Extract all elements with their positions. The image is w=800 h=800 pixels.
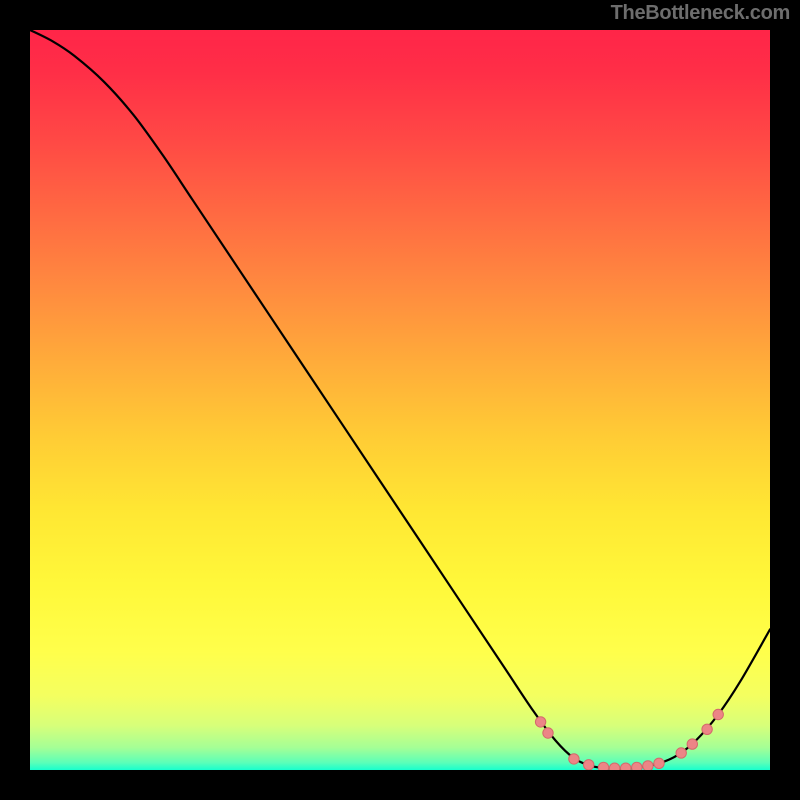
curve-marker [632,762,642,770]
curve-marker [654,758,664,768]
curve-marker [535,717,545,727]
attribution-text: TheBottleneck.com [611,2,790,25]
plot-area [30,30,770,770]
curve-marker [621,763,631,770]
curve-marker [687,739,697,749]
curve-marker [543,728,553,738]
bottleneck-curve [30,30,770,769]
curve-marker [609,763,619,770]
curve-marker [569,754,579,764]
marker-group [535,709,723,770]
curve-marker [643,761,653,770]
curve-marker [598,762,608,770]
chart-container: TheBottleneck.com [0,0,800,800]
curve-marker [702,724,712,734]
curve-marker [713,709,723,719]
curve-layer [30,30,770,770]
curve-marker [676,748,686,758]
curve-marker [584,760,594,770]
